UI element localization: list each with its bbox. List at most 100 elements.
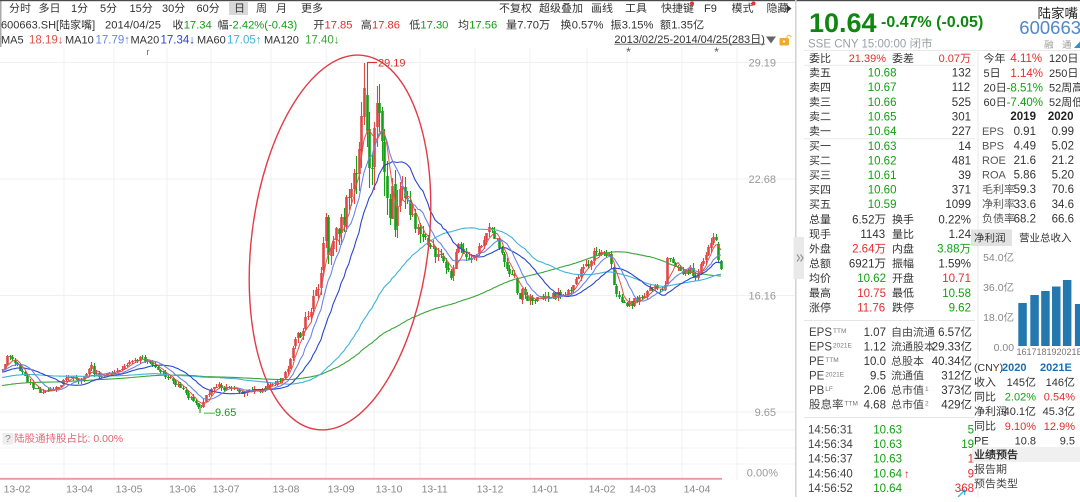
- svg-text:10.58: 10.58: [942, 288, 971, 300]
- svg-text:21.39%: 21.39%: [849, 53, 887, 65]
- svg-text:1: 1: [71, 3, 77, 15]
- svg-text:16.16: 16.16: [749, 291, 777, 303]
- svg-text:17.40↓: 17.40↓: [305, 35, 340, 47]
- svg-text:146: 146: [1046, 377, 1064, 389]
- svg-text:250: 250: [1049, 68, 1067, 80]
- svg-text:10.59: 10.59: [868, 199, 897, 211]
- svg-text:-7.40%: -7.40%: [1007, 97, 1043, 109]
- svg-text:17.56: 17.56: [469, 20, 497, 32]
- svg-text:MA120: MA120: [264, 35, 299, 47]
- svg-text:17.34: 17.34: [184, 20, 212, 32]
- svg-text:TTM: TTM: [833, 328, 846, 335]
- svg-text:10.61: 10.61: [868, 170, 897, 182]
- svg-text:2.06: 2.06: [864, 385, 886, 397]
- svg-text:10.63: 10.63: [868, 141, 897, 153]
- svg-text:14-01: 14-01: [532, 484, 559, 496]
- svg-text:17.79↑: 17.79↑: [96, 35, 131, 47]
- svg-text:10.0: 10.0: [864, 356, 886, 368]
- svg-text:54.0: 54.0: [983, 252, 1004, 264]
- svg-text:EPS: EPS: [982, 126, 1004, 138]
- svg-text:2: 2: [925, 401, 929, 408]
- svg-text:312: 312: [941, 371, 960, 383]
- svg-text:9.65: 9.65: [755, 407, 776, 419]
- svg-text:1.12: 1.12: [864, 342, 886, 354]
- svg-text:132: 132: [952, 68, 971, 80]
- svg-text:14:56:37: 14:56:37: [808, 454, 853, 466]
- svg-text:17.34↓: 17.34↓: [161, 35, 196, 47]
- svg-text:1.24: 1.24: [949, 229, 972, 241]
- svg-text:15: 15: [130, 3, 142, 15]
- svg-text:429: 429: [941, 400, 960, 412]
- svg-text:481: 481: [952, 155, 971, 167]
- svg-text:13-08: 13-08: [273, 484, 300, 496]
- svg-text:9.5: 9.5: [870, 371, 886, 383]
- svg-text:14:56:34: 14:56:34: [808, 439, 853, 451]
- svg-text:5.02: 5.02: [1052, 140, 1074, 152]
- svg-text:10.63: 10.63: [873, 439, 902, 451]
- svg-text:ROA: ROA: [982, 170, 1007, 182]
- svg-text:45.3: 45.3: [1043, 406, 1064, 418]
- svg-text:5.86: 5.86: [1014, 170, 1036, 182]
- svg-text:MA10: MA10: [65, 35, 94, 47]
- svg-text:10.60: 10.60: [868, 185, 897, 197]
- svg-text:-8.51%: -8.51%: [1007, 82, 1043, 94]
- svg-text:1.35: 1.35: [671, 20, 693, 32]
- svg-text:1.59%: 1.59%: [938, 258, 971, 270]
- svg-text:MA5: MA5: [1, 35, 24, 47]
- svg-text:1.14%: 1.14%: [1010, 68, 1043, 80]
- svg-text:34.6: 34.6: [1052, 199, 1074, 211]
- svg-text:9.10%: 9.10%: [1005, 421, 1036, 433]
- svg-text:17.86: 17.86: [372, 20, 400, 32]
- svg-text:BPS: BPS: [982, 140, 1004, 152]
- svg-text:66.6: 66.6: [1052, 213, 1074, 225]
- svg-text:12.9%: 12.9%: [1044, 421, 1075, 433]
- svg-text:13-11: 13-11: [422, 484, 448, 496]
- svg-text:5.20: 5.20: [1052, 170, 1074, 182]
- svg-text:TTM: TTM: [845, 401, 858, 408]
- svg-text:10.67: 10.67: [868, 82, 897, 94]
- svg-text:4.11%: 4.11%: [1010, 53, 1042, 65]
- svg-text:13-06: 13-06: [169, 484, 196, 496]
- svg-text:MA60: MA60: [197, 35, 226, 47]
- svg-text:r: r: [147, 47, 150, 57]
- svg-text:LF: LF: [825, 386, 833, 393]
- svg-text:36.0: 36.0: [983, 282, 1004, 294]
- svg-text:13-10: 13-10: [376, 484, 403, 496]
- svg-text:21.2: 21.2: [1052, 155, 1074, 167]
- svg-text:13-12: 13-12: [477, 484, 504, 496]
- svg-text:PE: PE: [809, 356, 825, 368]
- svg-text:9: 9: [968, 468, 974, 480]
- svg-text:371: 371: [952, 185, 971, 197]
- svg-text:33.6: 33.6: [1014, 199, 1036, 211]
- svg-text:MA20: MA20: [131, 35, 160, 47]
- svg-text:59.3: 59.3: [1014, 184, 1036, 196]
- svg-text:373: 373: [941, 385, 960, 397]
- svg-text:301: 301: [952, 111, 971, 123]
- svg-text:22.68: 22.68: [749, 174, 777, 186]
- svg-text:40.1: 40.1: [1004, 406, 1025, 418]
- svg-text:18.0: 18.0: [983, 312, 1004, 324]
- svg-text:112: 112: [952, 82, 970, 94]
- svg-text:52: 52: [1049, 97, 1061, 109]
- svg-text:68.2: 68.2: [1014, 213, 1036, 225]
- svg-text:600663.SH[: 600663.SH[: [1, 20, 59, 32]
- svg-text:21.6: 21.6: [1014, 155, 1036, 167]
- svg-text:14:56:52: 14:56:52: [808, 483, 853, 495]
- svg-text:600663: 600663: [1019, 17, 1080, 38]
- svg-text:13-02: 13-02: [4, 484, 31, 496]
- svg-text:14:56:40: 14:56:40: [808, 468, 853, 480]
- svg-text:2019: 2019: [1010, 111, 1036, 123]
- svg-text:10.8: 10.8: [1015, 435, 1036, 447]
- svg-text:1: 1: [925, 386, 929, 393]
- svg-text:1.07: 1.07: [864, 327, 886, 339]
- svg-text:1099: 1099: [945, 199, 971, 211]
- svg-text:3.15%: 3.15%: [622, 20, 654, 32]
- svg-text:↑: ↑: [904, 468, 910, 480]
- svg-text:10.71: 10.71: [942, 273, 971, 285]
- svg-text:10.64: 10.64: [868, 126, 897, 138]
- svg-text:368: 368: [955, 483, 974, 495]
- svg-text:ROE: ROE: [982, 155, 1006, 167]
- svg-text:9.62: 9.62: [949, 303, 971, 315]
- svg-text:29.19: 29.19: [749, 58, 777, 70]
- svg-text:60: 60: [984, 97, 996, 109]
